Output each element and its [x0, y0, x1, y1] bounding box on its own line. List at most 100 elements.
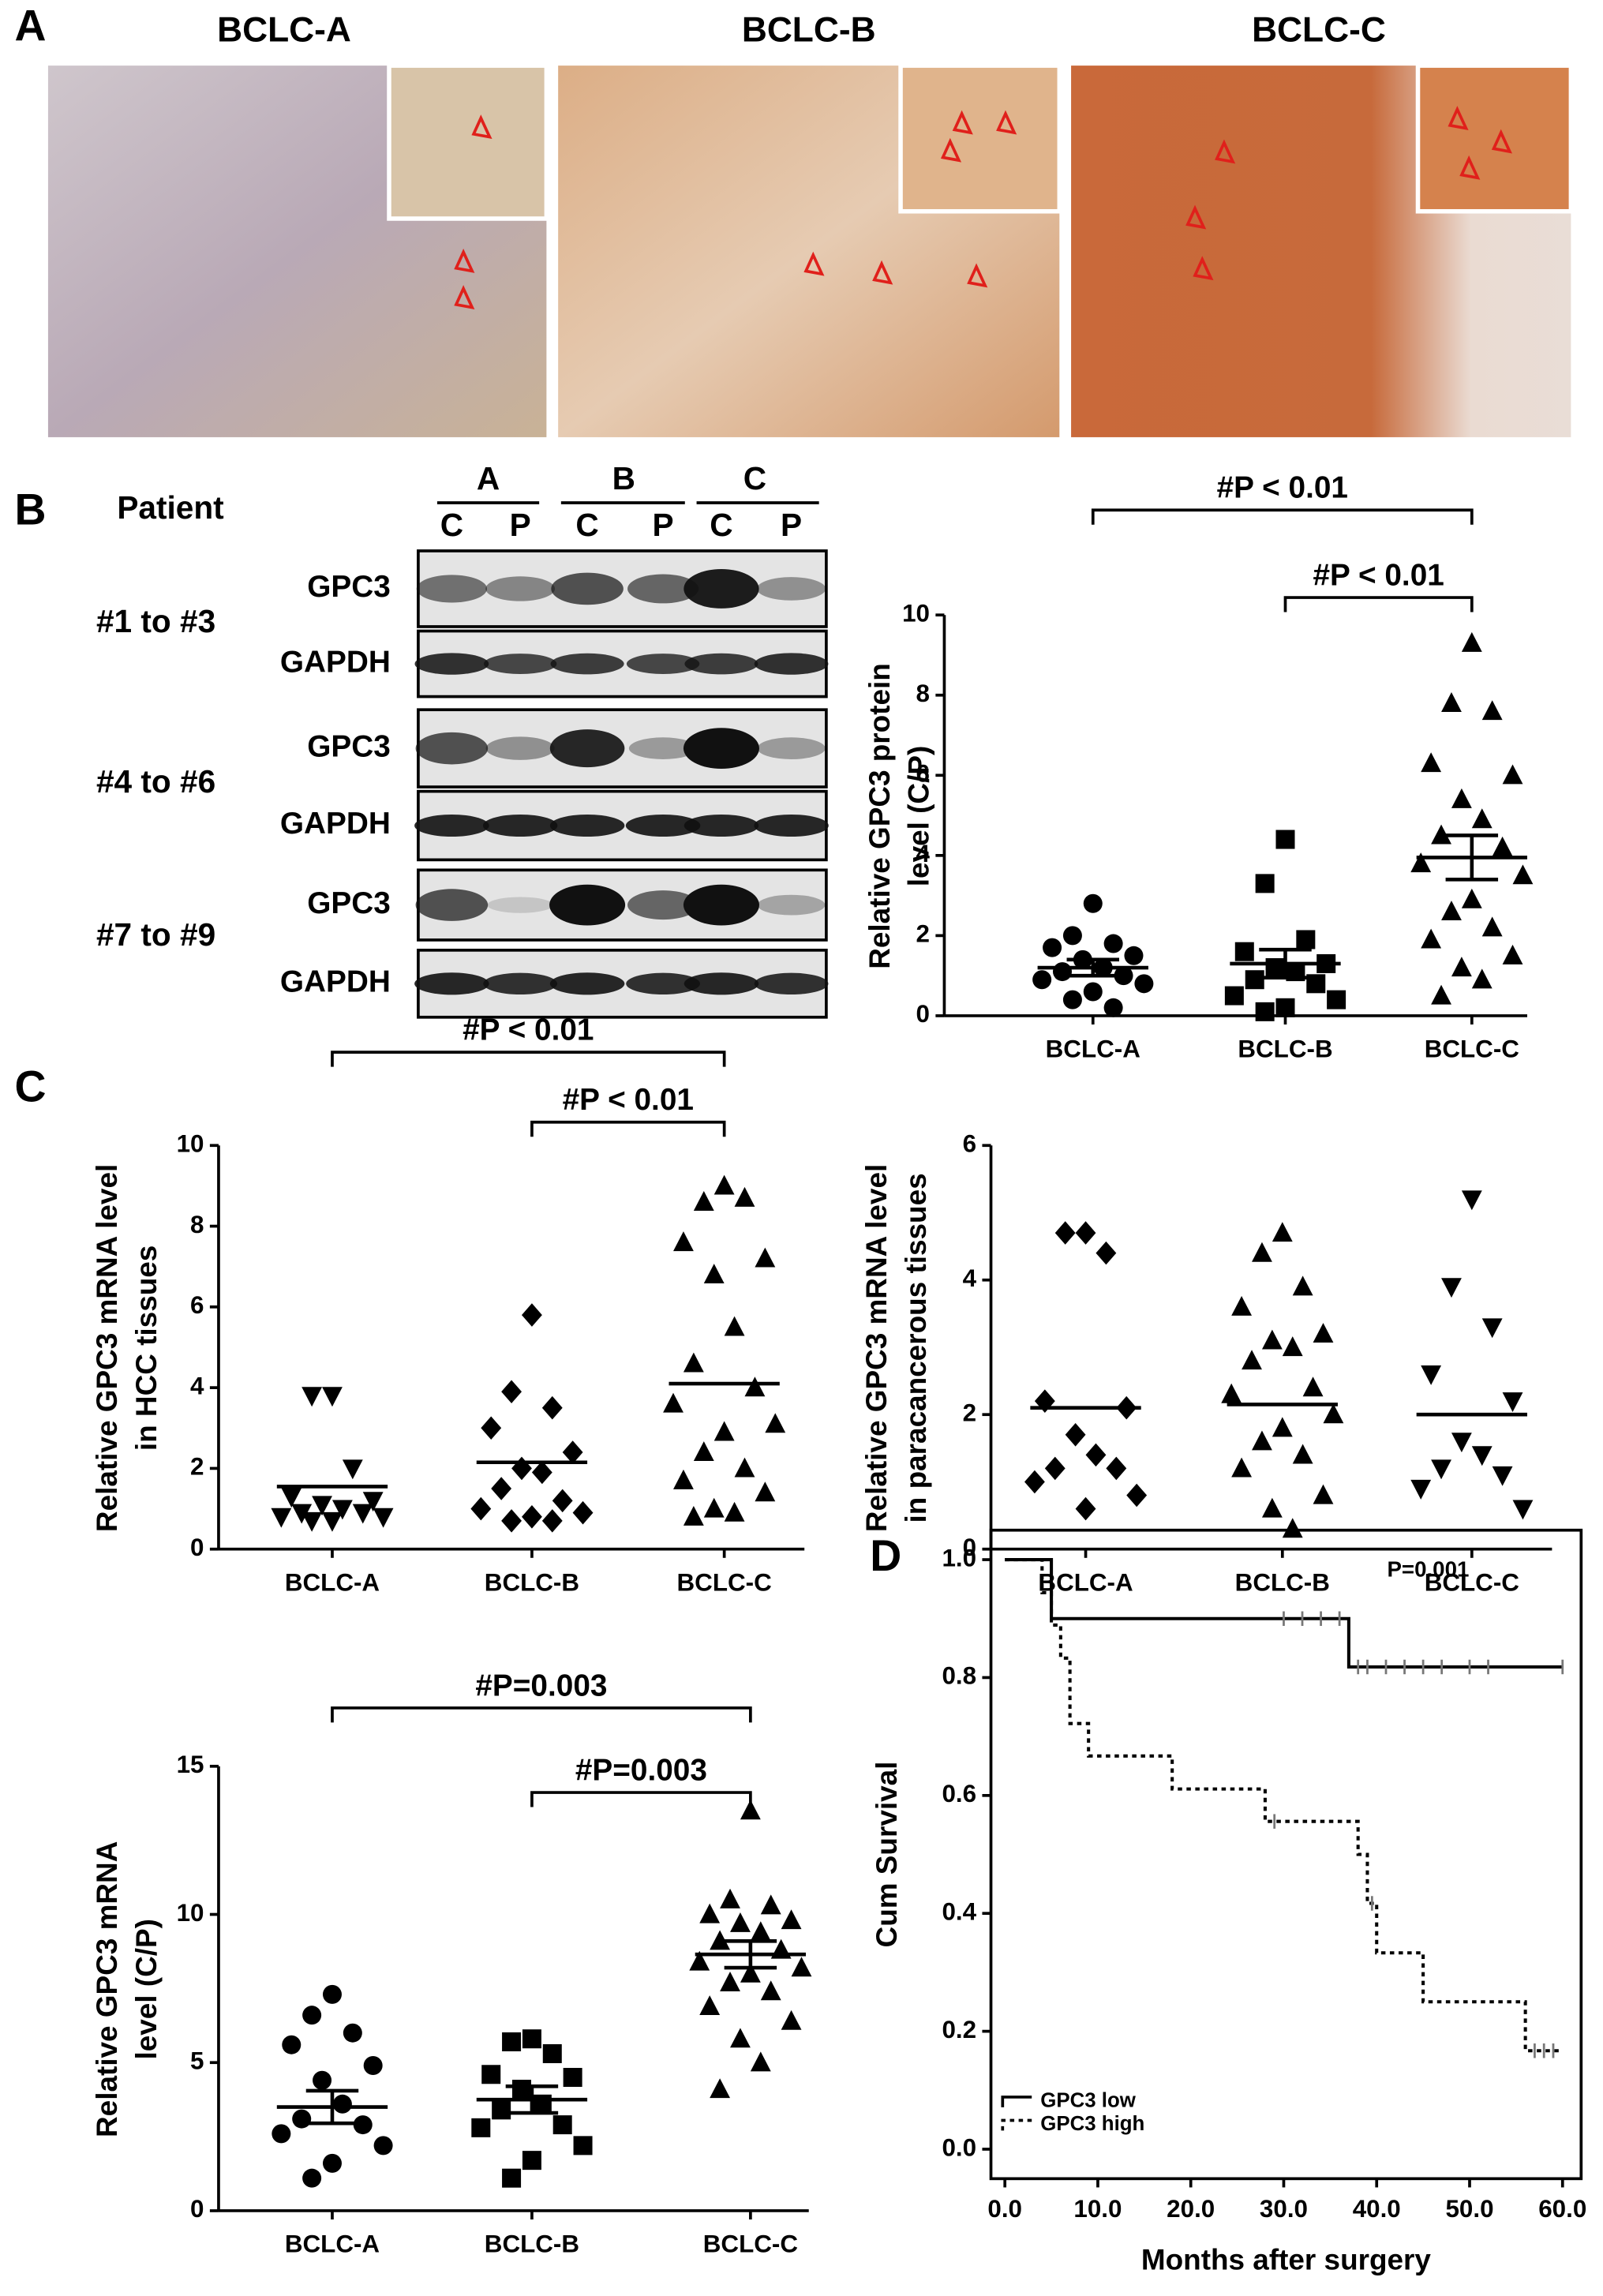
data-point [322, 1511, 343, 1532]
y-axis-label: Relative GPC3 mRNA level [91, 1164, 123, 1532]
blot-band [625, 814, 701, 837]
y-axis-label: Relative GPC3 protein [863, 663, 896, 969]
data-point [353, 2115, 373, 2135]
data-point [1103, 934, 1123, 953]
x-tick-label: BCLC-A [285, 2230, 380, 2258]
blot-group: A [477, 460, 500, 496]
data-point [1461, 888, 1482, 908]
inset [898, 63, 1062, 214]
blot-band [626, 972, 700, 994]
arrowhead [803, 251, 825, 276]
data-point [1242, 1350, 1262, 1370]
blot-band [684, 814, 759, 837]
y-tick-label: 4 [916, 840, 931, 867]
patient-label: Patient [117, 489, 224, 526]
data-point [362, 1492, 384, 1512]
x-tick-label: BCLC-B [1235, 1568, 1330, 1596]
significance-label: #P < 0.01 [463, 1013, 594, 1047]
data-point [755, 1481, 776, 1502]
data-point [1451, 788, 1472, 808]
data-point [1261, 1497, 1283, 1518]
x-tick-label: BCLC-B [485, 2230, 579, 2258]
blot-band [414, 653, 489, 675]
data-point [1451, 1433, 1472, 1453]
data-point [522, 2029, 541, 2049]
data-point [1043, 938, 1062, 957]
y-tick-label: 4 [190, 1372, 204, 1399]
data-point [1054, 1221, 1076, 1245]
y-tick-label: 5 [190, 2047, 204, 2075]
significance-label: #P=0.003 [475, 1669, 607, 1702]
data-point [1471, 808, 1493, 829]
band-label: GAPDH [280, 645, 391, 679]
y-axis-label: Cum Survival [871, 1762, 903, 1948]
significance-bracket [1283, 596, 1474, 612]
data-point [322, 2153, 342, 2173]
histology-title: BCLC-A [217, 10, 351, 49]
p-value: P=0.001 [1387, 1557, 1469, 1582]
lane-label: P [781, 507, 802, 543]
data-point [1302, 1376, 1324, 1397]
data-point [492, 2100, 511, 2120]
data-point [1502, 944, 1523, 964]
data-point [1103, 998, 1123, 1017]
data-point [552, 1489, 573, 1513]
data-point [1124, 946, 1144, 965]
blot-band [415, 732, 489, 765]
blot-band [754, 653, 829, 675]
data-point [521, 1505, 542, 1529]
inset [1415, 63, 1574, 214]
arrowhead [1448, 106, 1469, 130]
data-point [1224, 986, 1244, 1006]
data-point [1502, 1392, 1523, 1413]
x-tick-label: BCLC-A [1046, 1036, 1140, 1063]
data-point [713, 1421, 735, 1441]
arrowhead [454, 249, 475, 273]
blot-band [551, 572, 624, 605]
blot-band [416, 575, 488, 603]
y-axis-label: in HCC tissues [130, 1245, 163, 1451]
data-point [710, 2078, 731, 2099]
data-point [501, 1380, 522, 1404]
data-point [502, 2032, 522, 2051]
data-point [301, 1387, 323, 1407]
blot-band [482, 814, 558, 837]
blot-band [549, 814, 625, 837]
data-point [572, 1500, 594, 1525]
blot-band [549, 729, 625, 768]
data-point [1096, 1241, 1117, 1265]
blot-band [550, 653, 624, 675]
data-point [1512, 864, 1534, 885]
data-point [313, 2070, 332, 2090]
data-point [352, 1504, 373, 1524]
lane-label: C [575, 507, 598, 543]
data-point [1492, 1466, 1513, 1486]
x-tick-label: 40.0 [1353, 2195, 1401, 2223]
data-point [1065, 1423, 1086, 1447]
data-point [740, 1962, 761, 1983]
data-point [302, 2006, 322, 2025]
blot-band [414, 814, 489, 837]
data-point [791, 1957, 812, 1977]
data-point [1471, 968, 1493, 989]
data-point [541, 1509, 563, 1533]
y-tick-label: 0.4 [942, 1898, 976, 1926]
data-point [1292, 1275, 1313, 1296]
data-point [331, 1500, 353, 1520]
data-point [1083, 982, 1103, 1002]
data-point [1481, 1318, 1503, 1339]
band-label: GAPDH [280, 965, 391, 999]
data-point [1451, 957, 1472, 977]
survival-curve [1005, 1558, 1563, 2053]
data-point [1275, 830, 1295, 849]
y-tick-label: 6 [963, 1130, 976, 1158]
data-point [1032, 970, 1052, 990]
blot-band [684, 653, 758, 675]
data-point [501, 1509, 522, 1533]
x-tick-label: BCLC-C [1425, 1036, 1519, 1063]
x-tick-label: BCLC-C [1425, 1568, 1519, 1596]
blot-band [754, 814, 829, 837]
data-point [1255, 1002, 1275, 1021]
legend-swatch [1001, 2096, 1032, 2107]
